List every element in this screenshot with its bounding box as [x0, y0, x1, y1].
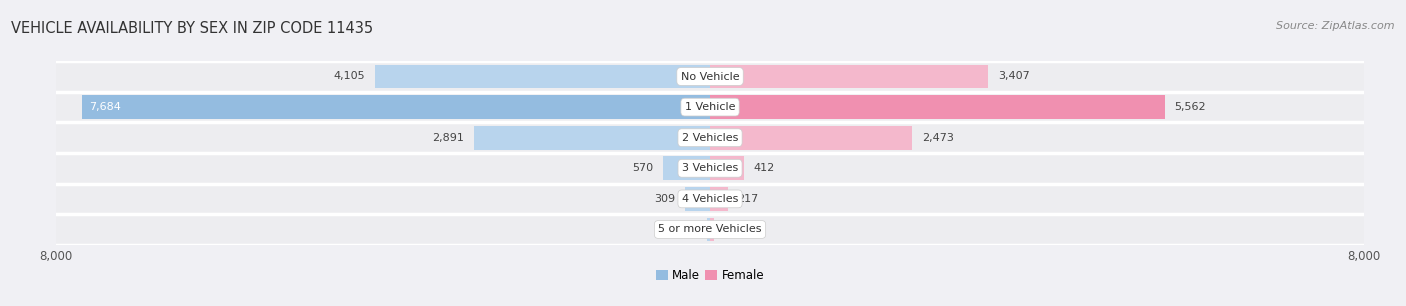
Text: No Vehicle: No Vehicle	[681, 72, 740, 81]
Text: 5,562: 5,562	[1174, 102, 1206, 112]
Bar	[710, 187, 728, 211]
Legend: Male, Female: Male, Female	[651, 264, 769, 287]
Text: 570: 570	[633, 163, 654, 173]
Bar	[707, 218, 710, 241]
Bar	[664, 156, 710, 180]
Bar	[374, 65, 710, 88]
Bar	[710, 156, 744, 180]
Text: 2,473: 2,473	[922, 133, 953, 143]
Bar	[710, 218, 714, 241]
Text: 3,407: 3,407	[998, 72, 1031, 81]
Text: 1 Vehicle: 1 Vehicle	[685, 102, 735, 112]
Bar	[710, 95, 1164, 119]
Bar	[82, 95, 710, 119]
Text: 4 Vehicles: 4 Vehicles	[682, 194, 738, 204]
Text: 412: 412	[754, 163, 775, 173]
Bar	[710, 65, 988, 88]
Text: 5 or more Vehicles: 5 or more Vehicles	[658, 225, 762, 234]
Text: 217: 217	[738, 194, 759, 204]
Text: 309: 309	[654, 194, 675, 204]
Text: 3 Vehicles: 3 Vehicles	[682, 163, 738, 173]
Text: 34: 34	[683, 225, 697, 234]
Text: 7,684: 7,684	[89, 102, 121, 112]
Bar	[474, 126, 710, 150]
Bar	[710, 126, 912, 150]
Bar	[685, 187, 710, 211]
Text: VEHICLE AVAILABILITY BY SEX IN ZIP CODE 11435: VEHICLE AVAILABILITY BY SEX IN ZIP CODE …	[11, 21, 374, 36]
Text: 48: 48	[724, 225, 738, 234]
Text: 2,891: 2,891	[432, 133, 464, 143]
Text: 2 Vehicles: 2 Vehicles	[682, 133, 738, 143]
Text: 4,105: 4,105	[333, 72, 364, 81]
Text: Source: ZipAtlas.com: Source: ZipAtlas.com	[1277, 21, 1395, 32]
